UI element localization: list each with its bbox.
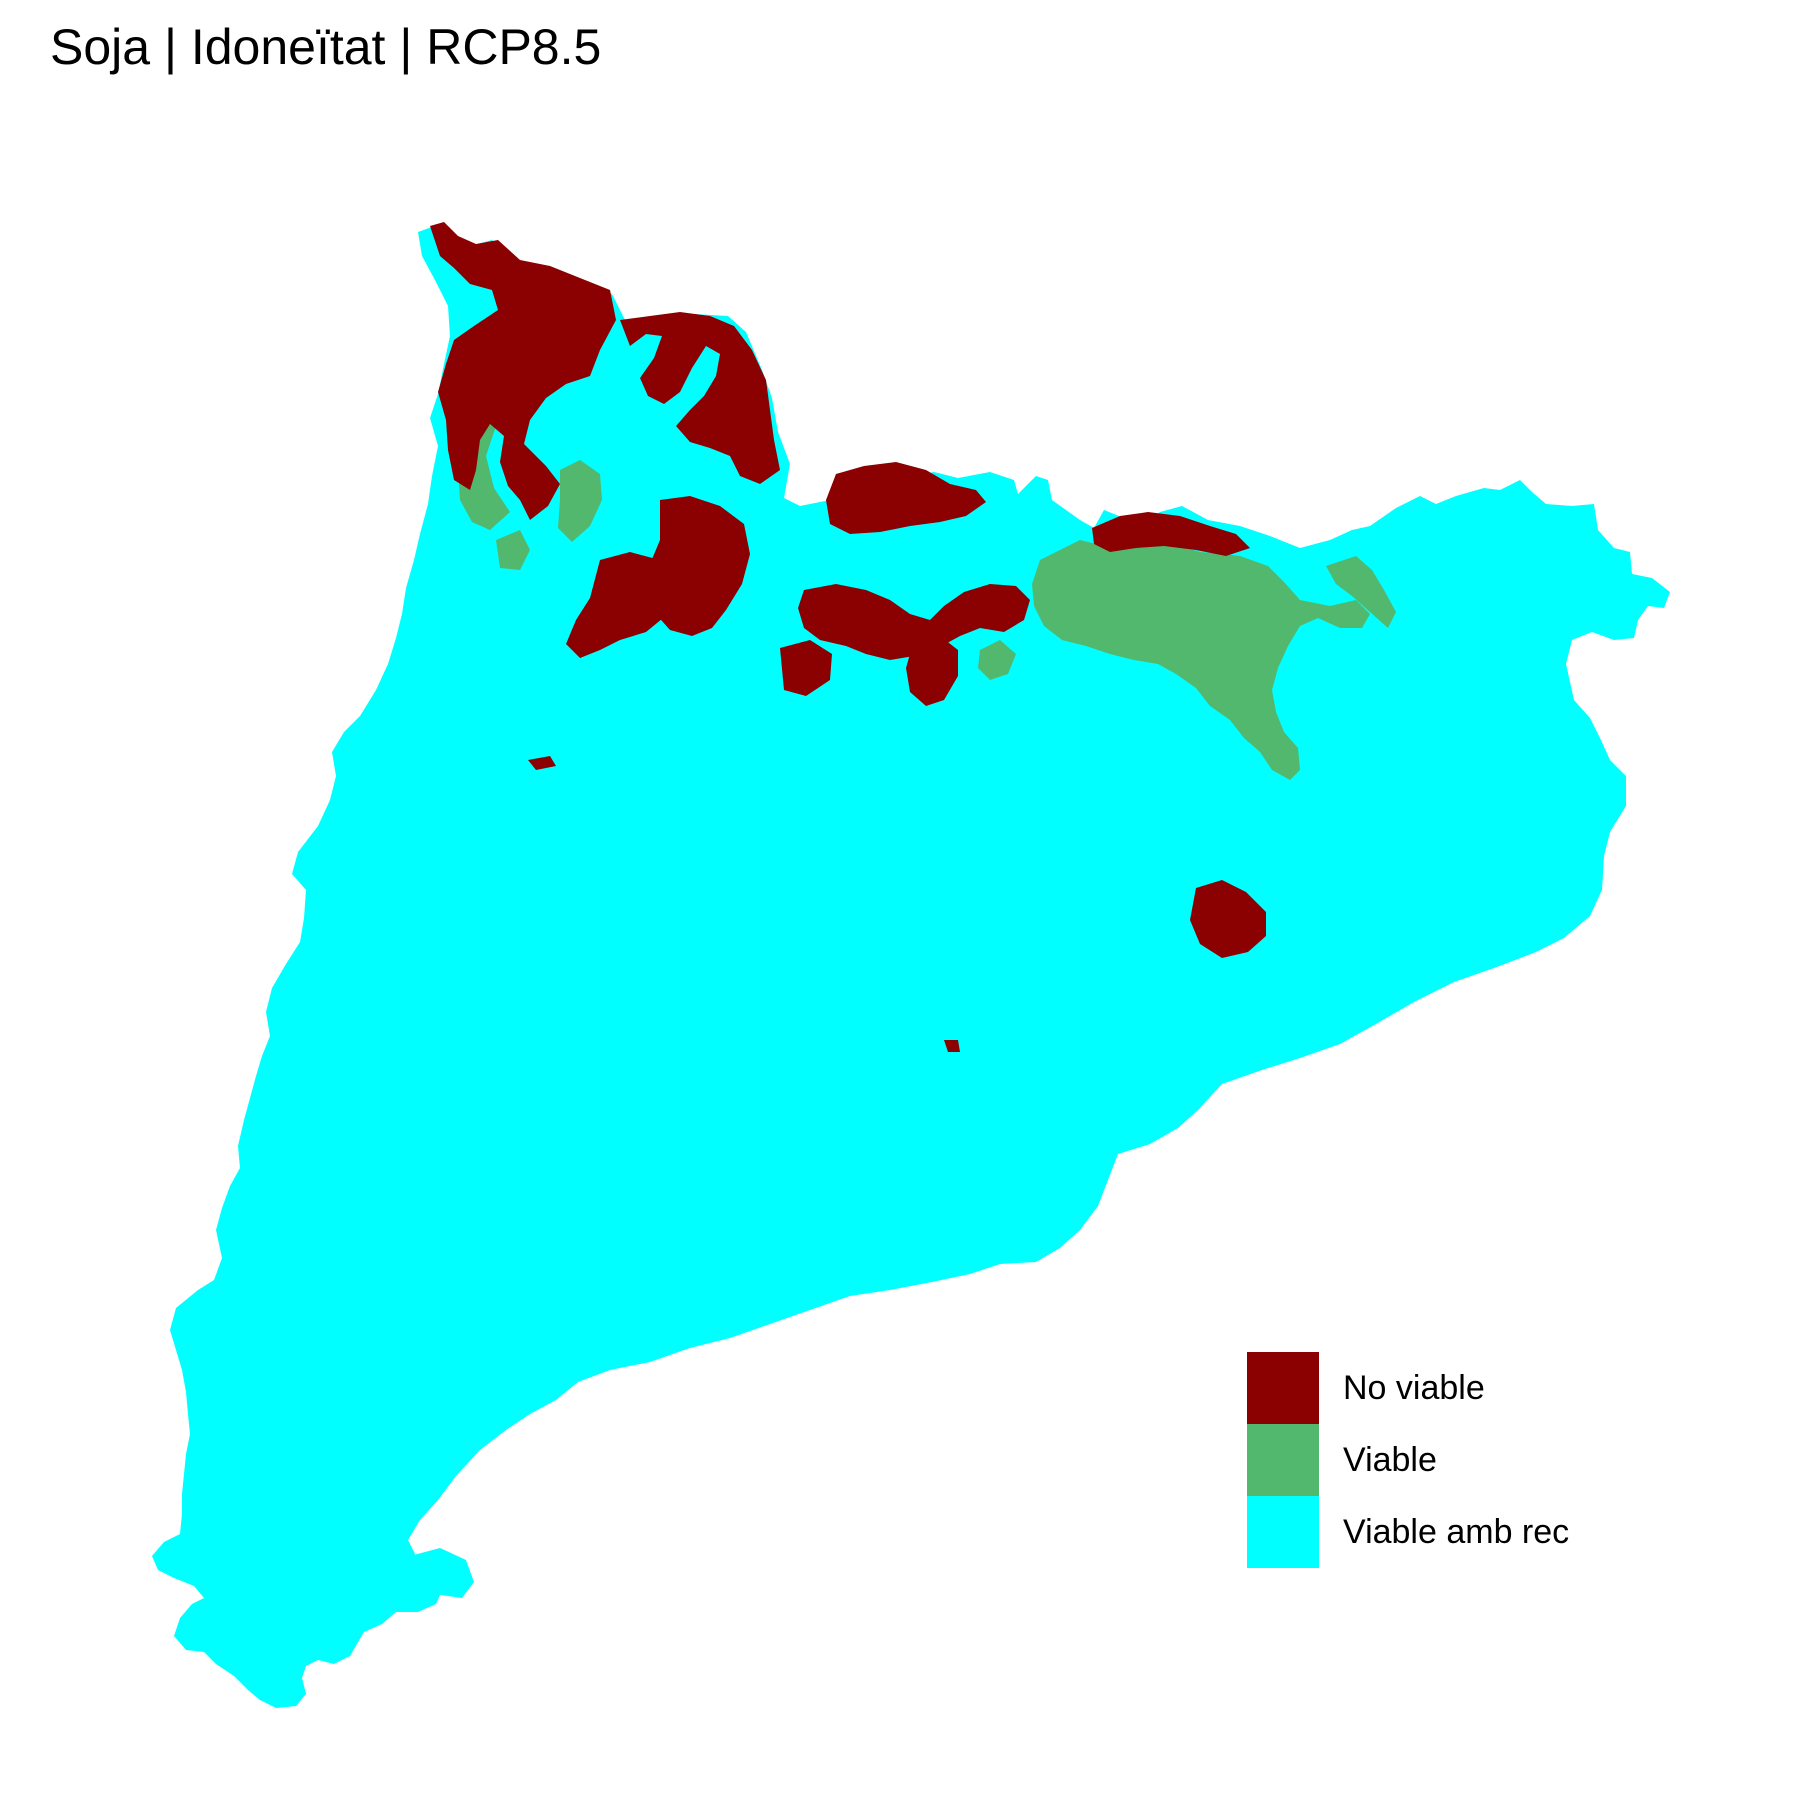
legend-item-viable: Viable: [1247, 1424, 1569, 1496]
legend-label-no-viable: No viable: [1343, 1368, 1485, 1407]
ebre-delta: [410, 1548, 474, 1598]
map-title: Soja | Idoneïtat | RCP8.5: [50, 19, 602, 75]
legend-swatch-viable: [1247, 1424, 1319, 1496]
legend-label-viable-amb-rec: Viable amb rec: [1343, 1512, 1570, 1551]
legend-swatch-no-viable: [1247, 1352, 1319, 1424]
region-no-viable: [430, 222, 1266, 1052]
legend-swatch-viable-amb-rec: [1247, 1496, 1319, 1568]
map-legend: No viable Viable Viable amb rec: [1247, 1352, 1569, 1568]
legend-label-viable: Viable: [1343, 1440, 1437, 1479]
legend-item-no-viable: No viable: [1247, 1352, 1569, 1424]
legend-item-viable-amb-rec: Viable amb rec: [1247, 1496, 1569, 1568]
